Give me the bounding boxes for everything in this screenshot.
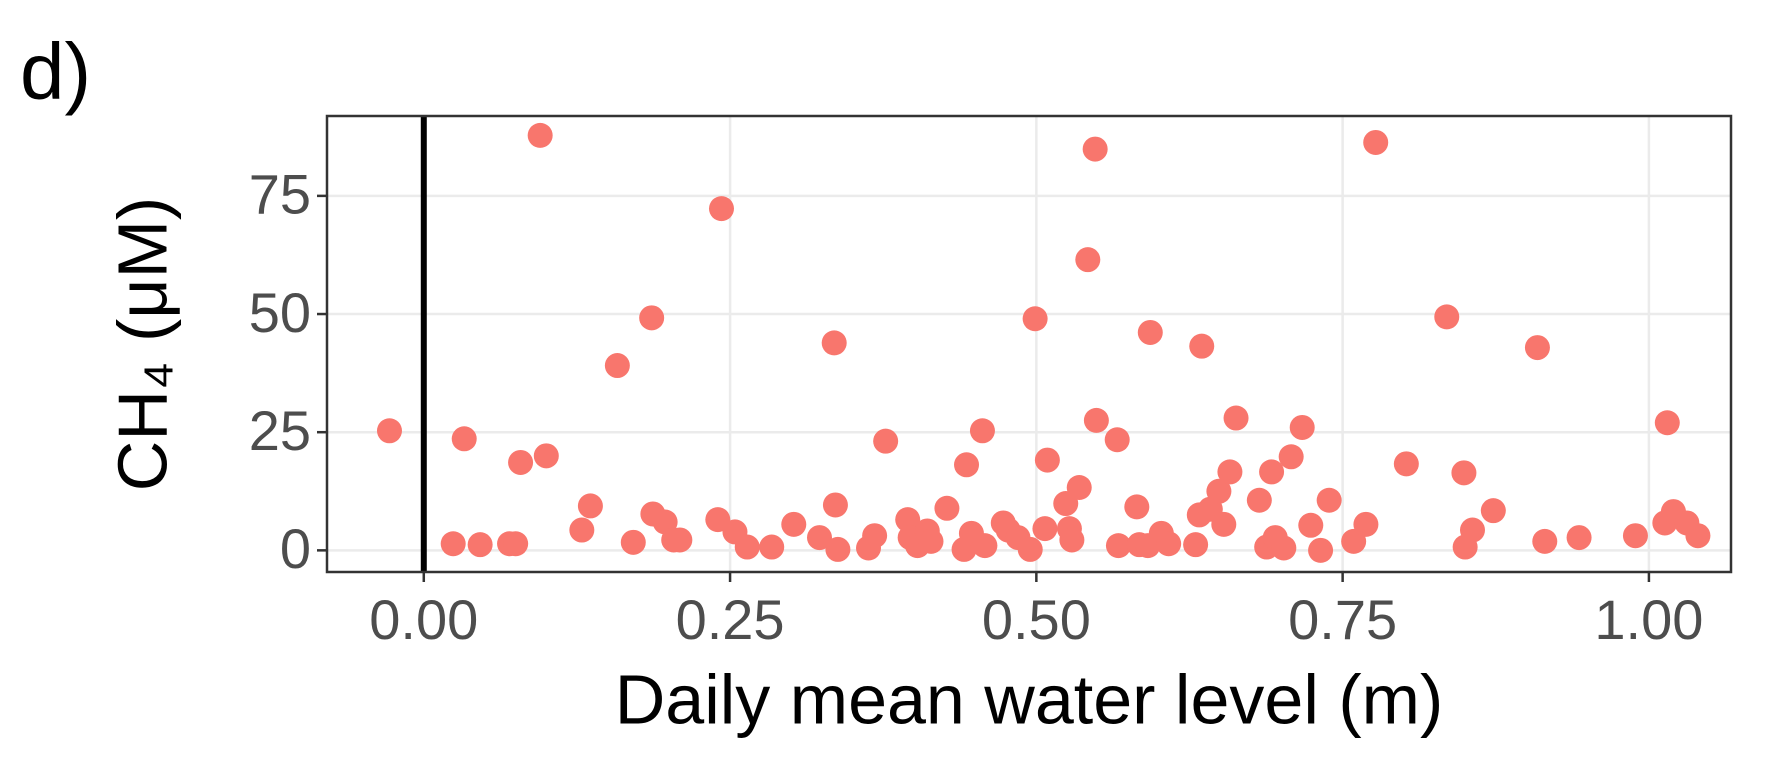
point <box>1059 527 1085 553</box>
point <box>1032 516 1058 542</box>
point <box>1480 498 1506 524</box>
point <box>440 531 466 557</box>
x-tick-label: 0.00 <box>369 588 478 651</box>
point <box>1183 532 1209 558</box>
y-tick-label: 50 <box>249 281 311 344</box>
point <box>1393 451 1419 477</box>
point <box>1434 304 1460 330</box>
point <box>934 495 960 521</box>
point <box>1137 319 1163 345</box>
point <box>1289 414 1315 440</box>
point <box>862 523 888 549</box>
point <box>1156 531 1182 557</box>
plot-background <box>327 116 1731 572</box>
panel-label: d) <box>20 27 91 116</box>
y-tick-label: 25 <box>249 399 311 462</box>
point <box>667 527 693 553</box>
point <box>825 536 851 562</box>
point <box>1206 478 1232 504</box>
x-tick-label: 1.00 <box>1594 588 1703 651</box>
point <box>1223 405 1249 431</box>
x-tick-label: 0.75 <box>1288 588 1397 651</box>
point <box>1298 512 1324 538</box>
point <box>1278 444 1304 470</box>
point <box>1566 525 1592 551</box>
point <box>969 418 995 444</box>
point <box>1217 459 1243 485</box>
y-tick-label: 75 <box>249 163 311 226</box>
point <box>1066 474 1092 500</box>
point <box>1075 247 1101 273</box>
point <box>1246 487 1272 513</box>
point <box>954 452 980 478</box>
point <box>1083 407 1109 433</box>
point <box>1622 523 1648 549</box>
point <box>1124 494 1150 520</box>
plot-border <box>325 114 1733 574</box>
point <box>1532 528 1558 554</box>
point <box>972 533 998 559</box>
point <box>822 492 848 518</box>
point <box>759 534 785 560</box>
point <box>620 529 646 555</box>
point <box>639 305 665 331</box>
point <box>821 330 847 356</box>
point <box>1104 427 1130 453</box>
y-axis-title: CH₄ (μM) <box>103 197 181 491</box>
x-tick-label: 0.25 <box>676 588 785 651</box>
point <box>1034 447 1060 473</box>
point <box>503 531 529 557</box>
point <box>604 353 630 379</box>
point <box>569 517 595 543</box>
point <box>1082 136 1108 162</box>
point <box>708 196 734 222</box>
point <box>1524 335 1550 361</box>
point <box>1685 523 1711 549</box>
point <box>1017 536 1043 562</box>
point <box>781 511 807 537</box>
point <box>1654 410 1680 436</box>
point <box>1189 333 1215 359</box>
point <box>533 443 559 469</box>
point <box>527 122 553 148</box>
point <box>1316 487 1342 513</box>
point <box>451 426 477 452</box>
point <box>734 534 760 560</box>
x-tick-label: 0.50 <box>982 588 1091 651</box>
point <box>918 528 944 554</box>
point <box>1308 537 1334 563</box>
point <box>577 493 603 519</box>
y-tick-label: 0 <box>280 517 311 580</box>
point <box>1459 517 1485 543</box>
point <box>1105 533 1131 559</box>
point <box>1211 511 1237 537</box>
x-axis-title: Daily mean water level (m) <box>615 660 1444 738</box>
point <box>873 428 899 454</box>
point <box>508 449 534 475</box>
point <box>1451 460 1477 486</box>
point <box>1353 511 1379 537</box>
point <box>1259 459 1285 485</box>
point <box>807 525 833 551</box>
point <box>1022 306 1048 332</box>
point <box>467 532 493 558</box>
point <box>1363 129 1389 155</box>
point <box>376 418 402 444</box>
point <box>1271 535 1297 561</box>
